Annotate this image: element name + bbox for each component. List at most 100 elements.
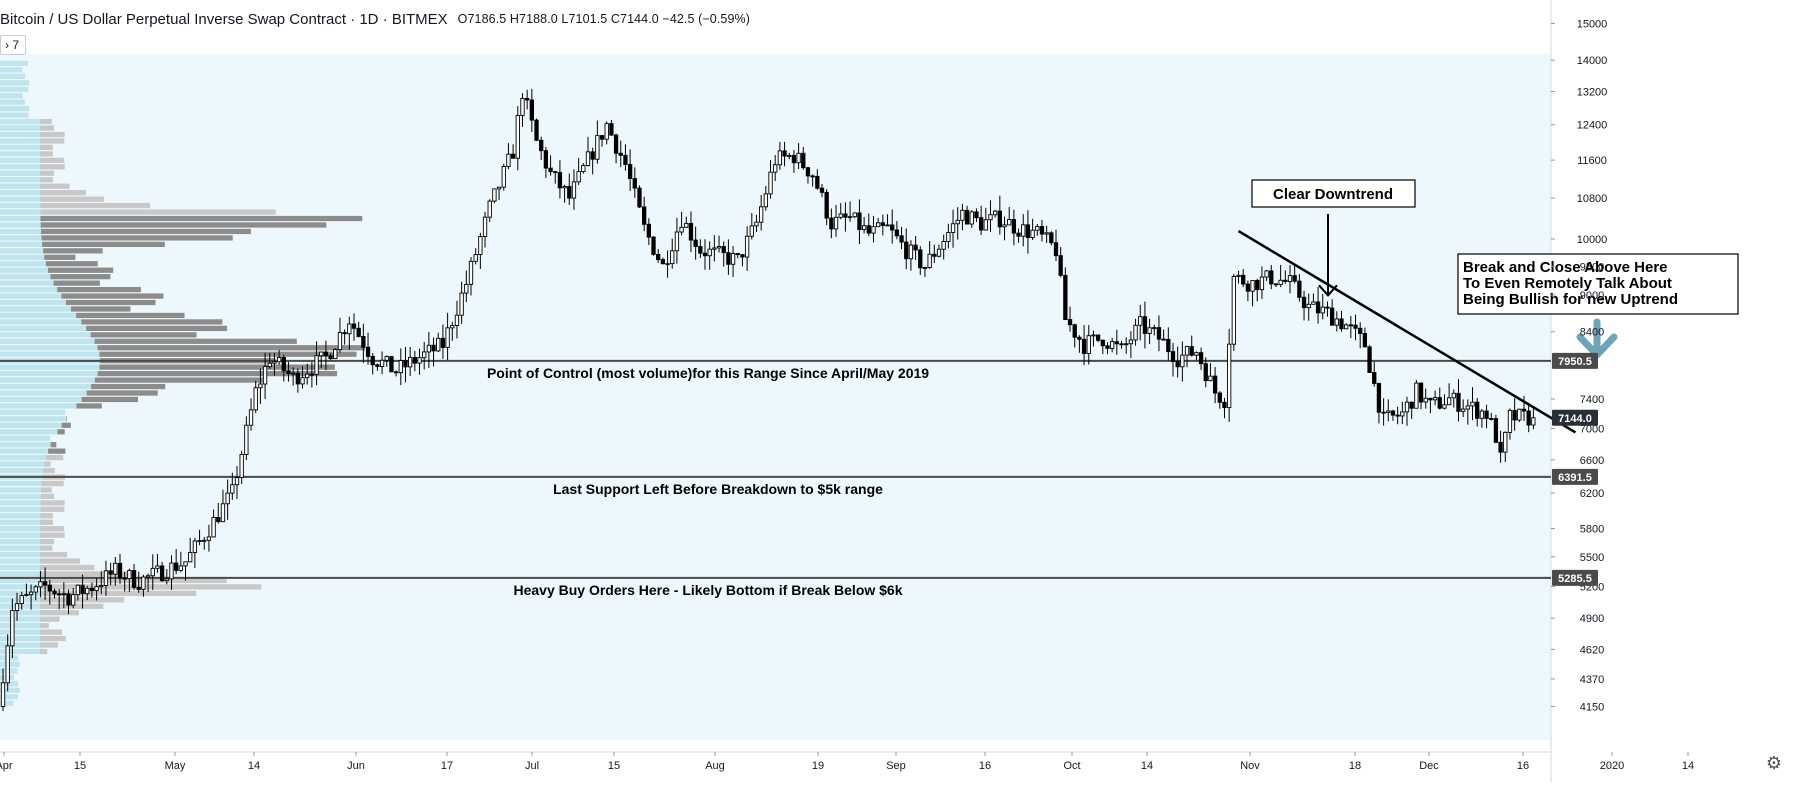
symbol-title[interactable]: Bitcoin / US Dollar Perpetual Inverse Sw… — [0, 10, 448, 28]
profile-row-buy — [0, 487, 42, 493]
profile-row-sell — [40, 616, 60, 622]
x-tick-label: 15 — [608, 760, 620, 772]
candle-body — [94, 586, 99, 592]
candle-body — [1428, 397, 1433, 401]
profile-row-sell — [40, 539, 55, 545]
candle-body — [155, 565, 160, 569]
y-tick-label: 9500 — [1580, 261, 1604, 273]
y-tick-label: 4620 — [1580, 644, 1604, 656]
candle-body — [904, 241, 909, 260]
profile-row-buy — [0, 584, 41, 590]
candle-body — [1231, 276, 1236, 345]
candle-body — [890, 224, 895, 231]
candle-body — [239, 454, 244, 479]
candle-body — [1049, 232, 1054, 244]
candle-body — [1503, 431, 1508, 453]
candle-body — [876, 222, 881, 228]
profile-row-buy — [0, 551, 41, 558]
candle-body — [1184, 346, 1190, 356]
candle-body — [913, 244, 918, 251]
chevron-right-icon: › — [5, 38, 13, 52]
profile-row-buy — [0, 228, 41, 235]
profile-row-buy — [0, 99, 25, 105]
profile-row-buy — [0, 545, 41, 551]
candle-body — [230, 484, 235, 494]
candle-body — [1446, 397, 1452, 406]
last-price-tag-label: 7144.0 — [1558, 413, 1592, 425]
candle-body — [174, 562, 179, 571]
profile-row-sell — [40, 183, 70, 189]
candle-body — [670, 250, 675, 265]
candle-body — [1002, 224, 1007, 228]
candle-body — [567, 186, 572, 199]
candle-body — [459, 292, 464, 316]
y-tick-label: 15000 — [1577, 19, 1608, 31]
candle-body — [1035, 226, 1040, 231]
profile-row-sell — [45, 261, 98, 267]
candle-body — [1470, 401, 1475, 407]
candle-body — [1376, 382, 1382, 413]
profile-row-buy — [0, 254, 45, 260]
candle-body — [1212, 375, 1218, 394]
candle-body — [646, 223, 651, 238]
candle-body — [164, 578, 169, 582]
profile-row-buy — [0, 183, 41, 189]
profile-row-sell — [40, 228, 251, 235]
profile-row-sell — [53, 280, 100, 286]
candle-body — [71, 594, 76, 606]
candle-body — [810, 175, 815, 178]
profile-row-buy — [0, 571, 41, 577]
candle-body — [183, 561, 188, 567]
profile-row-buy — [0, 577, 41, 584]
candle-body — [1386, 410, 1391, 413]
gear-icon[interactable]: ⚙ — [1765, 753, 1782, 773]
indicator-toggle-button[interactable]: › 7 — [0, 35, 27, 55]
level-price-tag-bg — [1552, 352, 1598, 369]
profile-row-sell — [40, 164, 65, 170]
candle-body — [1442, 404, 1447, 409]
candle-body — [468, 260, 474, 285]
candle-body — [1081, 338, 1087, 354]
candle-body — [777, 150, 783, 166]
candle-body — [24, 594, 29, 597]
candle-body — [1339, 318, 1344, 330]
profile-row-buy — [0, 455, 47, 461]
candle-body — [1400, 411, 1405, 417]
level-annotation: Heavy Buy Orders Here - Likely Bottom if… — [513, 582, 902, 598]
candle-body — [510, 153, 516, 159]
callout-text-breakout: Break and Close Above Here — [1463, 259, 1668, 276]
profile-row-buy — [0, 513, 41, 519]
candle-body — [684, 222, 689, 228]
profile-row-sell — [40, 584, 262, 590]
candle-body — [188, 551, 193, 563]
candle-body — [1325, 306, 1330, 309]
candle-body — [515, 115, 520, 159]
profile-row-sell — [40, 642, 58, 648]
candle-body — [656, 254, 661, 261]
x-tick-label: 17 — [441, 760, 453, 772]
profile-row-buy — [0, 241, 43, 248]
candle-body — [1264, 270, 1269, 278]
candle-body — [375, 364, 380, 367]
candle-body — [202, 539, 207, 542]
level-annotation: Point of Control (most volume)for this R… — [487, 365, 929, 381]
grid — [0, 0, 1552, 782]
callout-text-breakout: To Even Remotely Talk About — [1463, 275, 1672, 292]
candle-body — [955, 219, 960, 225]
candle-body — [398, 360, 403, 374]
candle-body — [1414, 382, 1419, 409]
x-tick-label: 19 — [812, 760, 824, 772]
profile-row-buy — [0, 118, 41, 125]
y-tick-label: 12400 — [1577, 120, 1608, 132]
x-tick-label: 15 — [74, 760, 86, 772]
candle-body — [492, 188, 497, 202]
candle-body — [1147, 327, 1152, 334]
candle-body — [782, 150, 787, 157]
candle-body — [571, 181, 577, 199]
candle-body — [759, 206, 764, 223]
candle-body — [1465, 405, 1470, 410]
candle-body — [946, 232, 951, 242]
candle-body — [361, 336, 366, 348]
candle-body — [819, 187, 825, 193]
